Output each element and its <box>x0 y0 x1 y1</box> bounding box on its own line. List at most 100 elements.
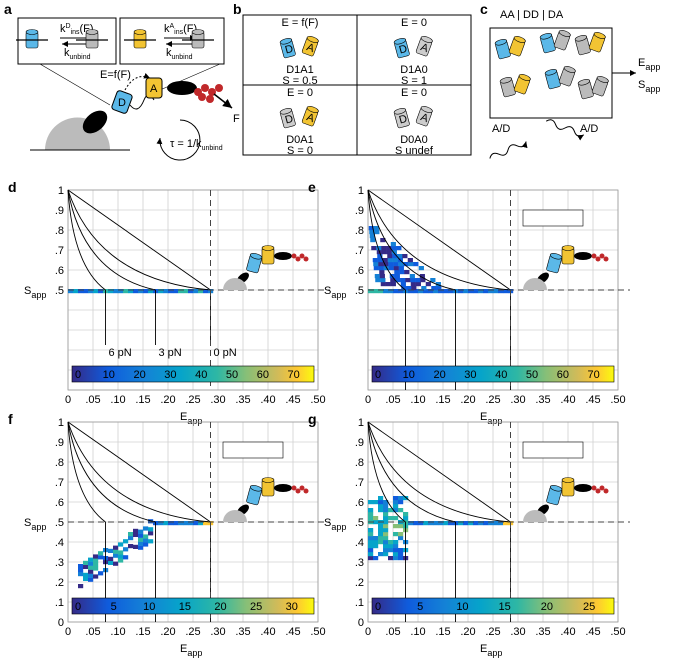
heat-cell <box>378 262 384 267</box>
heat-cell <box>383 516 389 521</box>
heat-cell <box>83 572 89 577</box>
dye: A <box>415 36 433 57</box>
y-tick-label: 0 <box>358 617 364 629</box>
dye-top <box>85 29 99 35</box>
heat-cell <box>128 532 134 537</box>
colorbar-label: 40 <box>495 369 507 381</box>
dye-top <box>513 36 526 43</box>
colorbar-label: 15 <box>179 601 191 613</box>
heat-cell <box>390 282 396 287</box>
heat-cell <box>383 536 389 541</box>
heat-cell <box>407 258 413 263</box>
heat-cell <box>183 521 189 526</box>
y-tick-label: .9 <box>55 205 64 217</box>
x-tick-label: .40 <box>260 626 275 638</box>
colorbar-label: 0 <box>375 601 381 613</box>
theory-curve <box>367 421 511 523</box>
colorbar-label: 70 <box>288 369 300 381</box>
heat-cell <box>483 289 489 294</box>
heat-cell <box>388 548 394 553</box>
panel-letter: g <box>308 411 317 427</box>
heat-cell <box>393 540 399 545</box>
x-tick-label: .45 <box>285 394 300 406</box>
dye <box>513 74 531 95</box>
heat-cell <box>423 289 429 294</box>
dye-top <box>261 477 275 483</box>
x-tick-label: .25 <box>485 626 500 638</box>
force-arrow <box>213 93 233 109</box>
heat-cell <box>418 521 424 526</box>
x-tick-label: .50 <box>310 626 325 638</box>
heat-cell <box>393 548 399 553</box>
y-tick-label: .9 <box>55 437 64 449</box>
heat-cell <box>393 516 399 521</box>
emission-wave <box>545 119 585 141</box>
dye-label: D <box>398 113 409 127</box>
heat-cell <box>403 512 409 517</box>
heat-cell <box>503 521 509 526</box>
heat-cell <box>380 238 386 243</box>
y-tick-label: .7 <box>355 477 364 489</box>
heat-cell <box>382 258 388 263</box>
y-axis-label-main: S <box>24 517 31 529</box>
heat-cell <box>108 560 114 565</box>
inset-bead <box>299 253 305 259</box>
state-e: E = f(F) <box>282 17 319 29</box>
heat-cell <box>93 554 99 559</box>
heat-cell <box>380 278 386 283</box>
heat-cell <box>468 521 474 526</box>
inset-bead <box>295 488 301 494</box>
heat-cell <box>368 289 374 294</box>
dye-top <box>133 29 147 35</box>
heat-cell <box>393 552 399 557</box>
dye <box>25 29 39 49</box>
x-tick-label: .35 <box>535 626 550 638</box>
heat-cell <box>113 545 119 550</box>
heat-cell <box>78 584 84 589</box>
heat-cell <box>78 568 84 573</box>
dye: A <box>301 36 319 57</box>
heat-cell <box>438 289 444 294</box>
heat-cell <box>373 289 379 294</box>
heat-cell <box>398 524 404 529</box>
dye <box>508 36 526 57</box>
panel-a: a kDins(F) kunbind kAins(F) kunbind E=f(… <box>4 1 240 161</box>
y-tick-label: 0 <box>58 617 64 629</box>
theory-curve <box>67 421 211 523</box>
donor-dye <box>111 90 133 114</box>
dye <box>499 77 516 98</box>
heat-cell <box>418 266 424 271</box>
panel-letter: c <box>480 1 488 17</box>
colorbar-label: 60 <box>557 369 569 381</box>
heat-cell <box>393 496 399 501</box>
heat-cell <box>408 521 414 526</box>
inset-bead <box>595 256 601 262</box>
state-e: E = 0 <box>287 87 313 99</box>
heat-cell <box>383 500 389 505</box>
inset-bead <box>603 488 609 494</box>
y-tick-label: .2 <box>55 577 64 589</box>
y-tick-label: .1 <box>55 597 64 609</box>
dye-top <box>518 74 531 81</box>
dye: D <box>393 108 410 129</box>
x-axis-label: Eapp <box>480 643 502 658</box>
plot-panel: d6 pN 3 pN 0 pN1.9.8.7.6.50.05.10.15.20.25… <box>8 179 330 426</box>
heat-cell <box>415 282 421 287</box>
x-tick-label: .35 <box>235 394 250 406</box>
heat-cell <box>418 289 424 294</box>
heat-cell <box>128 544 134 549</box>
heat-cell <box>98 571 104 576</box>
inset-dome <box>223 510 247 522</box>
heat-cell <box>448 521 454 526</box>
heat-cell <box>468 289 474 294</box>
colorbar-label: 50 <box>226 369 238 381</box>
x-axis-label-sub: app <box>487 648 502 658</box>
heat-cell <box>373 520 379 525</box>
heat-cell <box>398 548 404 553</box>
heat-cell <box>388 508 394 513</box>
heat-cell <box>398 532 404 537</box>
colorbar-label: 5 <box>417 601 423 613</box>
heat-cell <box>368 512 374 517</box>
x-tick-label: .25 <box>485 394 500 406</box>
